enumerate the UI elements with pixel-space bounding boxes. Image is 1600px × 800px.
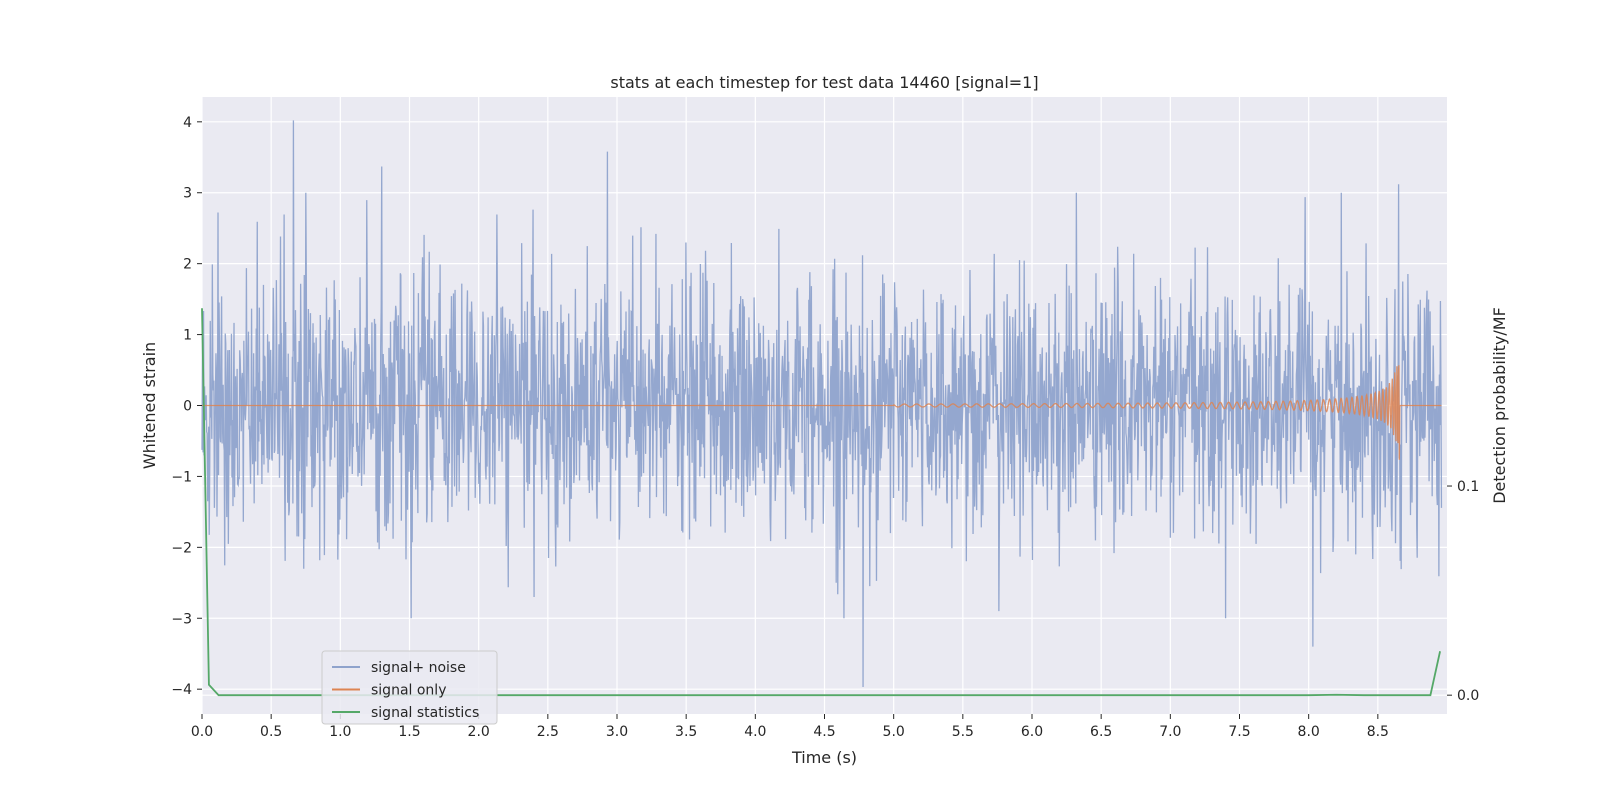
y-tick-label: 4 xyxy=(183,115,192,131)
y2-tick-label: 0.0 xyxy=(1457,688,1479,704)
x-axis-label: Time (s) xyxy=(791,748,857,767)
signal-statistics-line xyxy=(201,308,1441,697)
axes: 0.0 0.5 1.0 1.5 2.0 2.5 3.0 3.5 4.0 4.5 5.0 5.5 6.0 6… xyxy=(171,115,1479,740)
x-tick-label: 6.5 xyxy=(1090,724,1112,740)
x-tick-label: 7.5 xyxy=(1228,724,1250,740)
legend-signal-plus-noise-label: signal+ noise xyxy=(371,660,466,676)
x-tick-label: 4.5 xyxy=(813,724,835,740)
x-tick-label: 5.0 xyxy=(883,724,905,740)
chart-title: stats at each timestep for test data 144… xyxy=(610,73,1038,92)
y-tick-label: 0 xyxy=(183,399,192,415)
legend-box xyxy=(321,650,498,725)
y-tick-label: −1 xyxy=(171,469,192,485)
series-layer xyxy=(201,120,1443,697)
signal-plus-noise-line xyxy=(201,120,1443,688)
x-tick-label: 8.5 xyxy=(1367,724,1389,740)
x-tick-label: 0.0 xyxy=(191,724,213,740)
x-tick-label: 4.0 xyxy=(744,724,766,740)
x-tick-label: 7.0 xyxy=(1159,724,1181,740)
x-tick-label: 1.0 xyxy=(329,724,351,740)
x-tick-label: 3.0 xyxy=(606,724,628,740)
x-tick-label: 0.5 xyxy=(260,724,282,740)
y-tick-label: 2 xyxy=(183,257,192,273)
y2-tick-label: 0.1 xyxy=(1457,479,1479,495)
y-tick-label: −4 xyxy=(171,682,192,698)
x-tick-label: 6.0 xyxy=(1021,724,1043,740)
y-tick-label: −3 xyxy=(171,611,192,627)
x-tick-label: 8.0 xyxy=(1298,724,1320,740)
y-axis-label: Whitened strain xyxy=(140,342,159,469)
y-tick-label: 3 xyxy=(183,186,192,202)
y2-axis-label: Detection probability/MF xyxy=(1490,307,1509,504)
y-tick-label: −2 xyxy=(171,540,192,556)
x-tick-label: 2.0 xyxy=(468,724,490,740)
x-tick-label: 2.5 xyxy=(537,724,559,740)
x-tick-label: 5.5 xyxy=(952,724,974,740)
legend: signal+ noise signal only signal statistic… xyxy=(321,650,498,725)
x-tick-label: 1.5 xyxy=(398,724,420,740)
legend-signal-statistics-label: signal statistics xyxy=(371,705,479,721)
signal-only-line xyxy=(202,365,1442,460)
y-tick-label: 1 xyxy=(183,328,192,344)
legend-signal-only-label: signal only xyxy=(371,683,446,699)
x-tick-label: 3.5 xyxy=(675,724,697,740)
